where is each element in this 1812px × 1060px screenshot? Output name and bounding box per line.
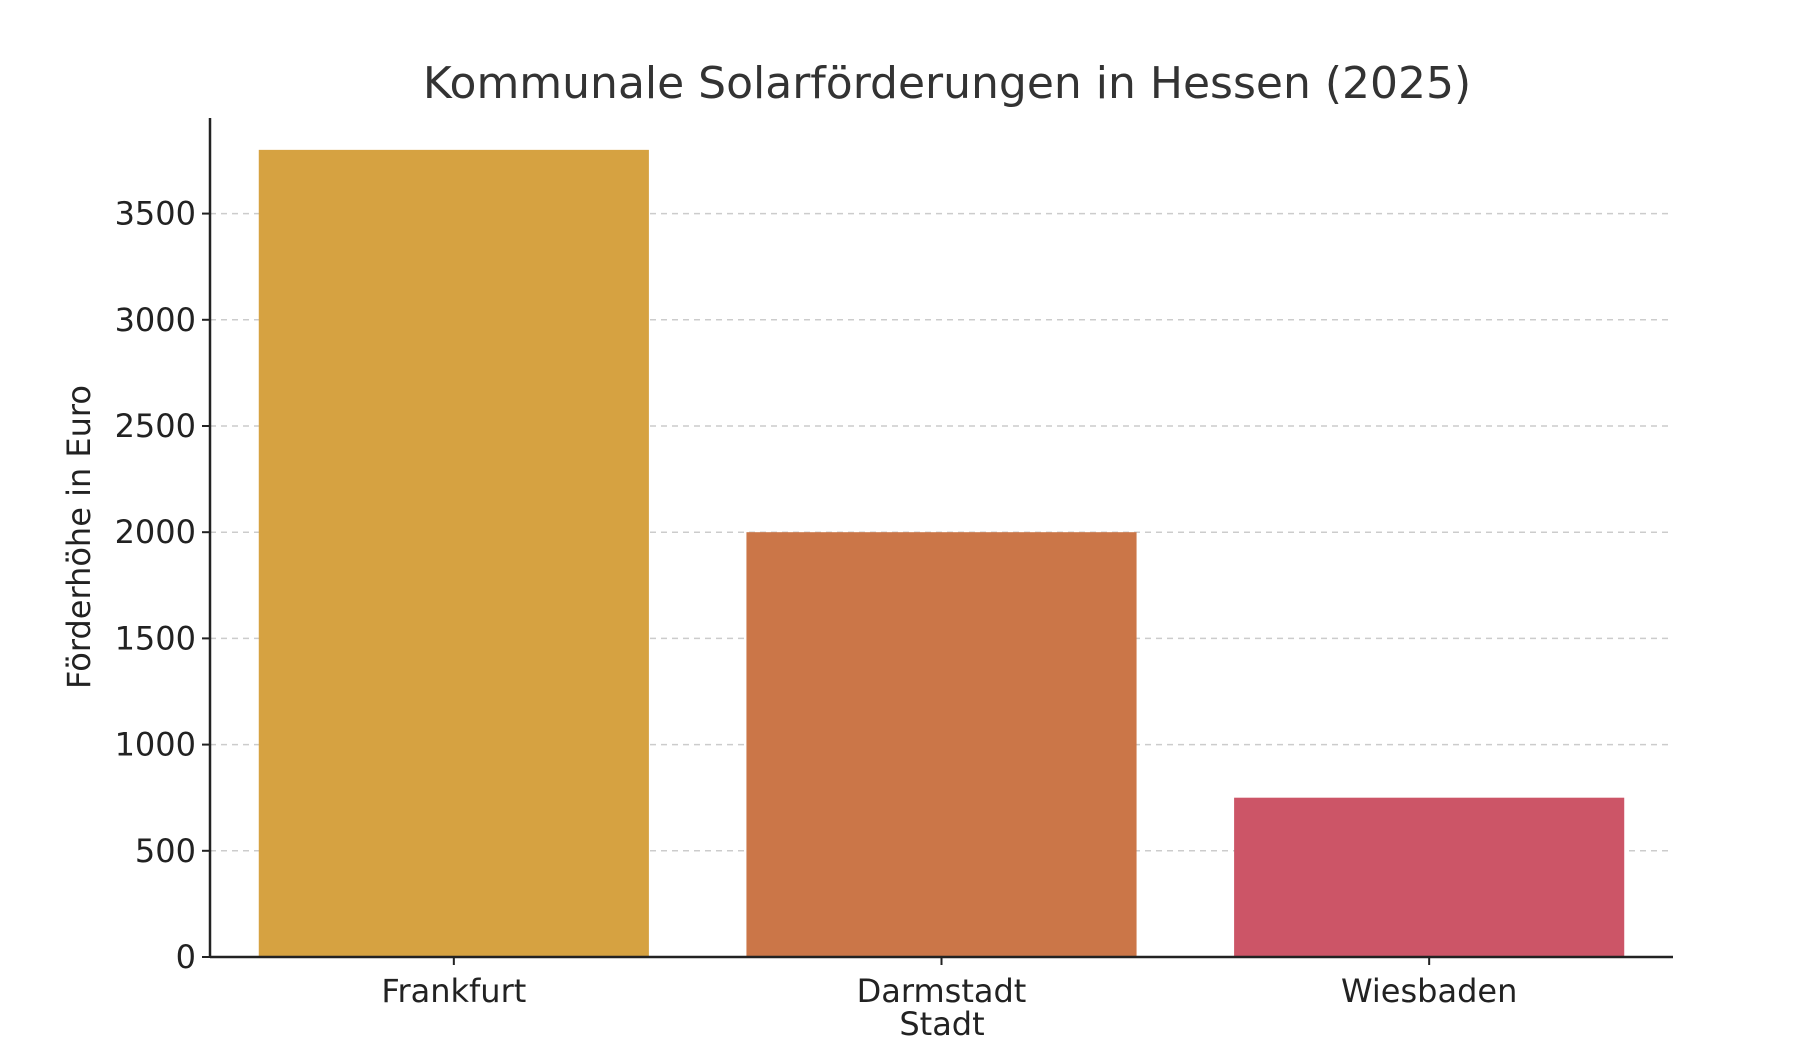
y-tick-label: 2000 [115, 513, 196, 551]
bar-frankfurt [258, 149, 649, 957]
x-ticks: Frankfurt Darmstadt Wiesbaden [381, 957, 1517, 1010]
y-tick-label: 0 [176, 938, 196, 976]
x-axis-label: Stadt [899, 1005, 984, 1043]
y-tick-label: 1000 [115, 726, 196, 764]
bar-wiesbaden [1234, 797, 1625, 957]
chart-title: Kommunale Solarförderungen in Hessen (20… [423, 58, 1471, 109]
y-tick-label: 500 [135, 832, 196, 870]
bars [258, 149, 1625, 957]
y-tick-label: 2500 [115, 407, 196, 445]
x-tick-label: Wiesbaden [1341, 972, 1517, 1010]
x-tick-label: Darmstadt [857, 972, 1027, 1010]
x-tick-label: Frankfurt [381, 972, 526, 1010]
y-tick-label: 1500 [115, 619, 196, 657]
y-tick-label: 3000 [115, 301, 196, 339]
y-tick-label: 3500 [115, 195, 196, 233]
bar-darmstadt [746, 532, 1137, 957]
y-axis-label: Förderhöhe in Euro [60, 385, 98, 689]
y-ticks: 0 500 1000 1500 2000 2500 3000 3500 [115, 195, 210, 976]
